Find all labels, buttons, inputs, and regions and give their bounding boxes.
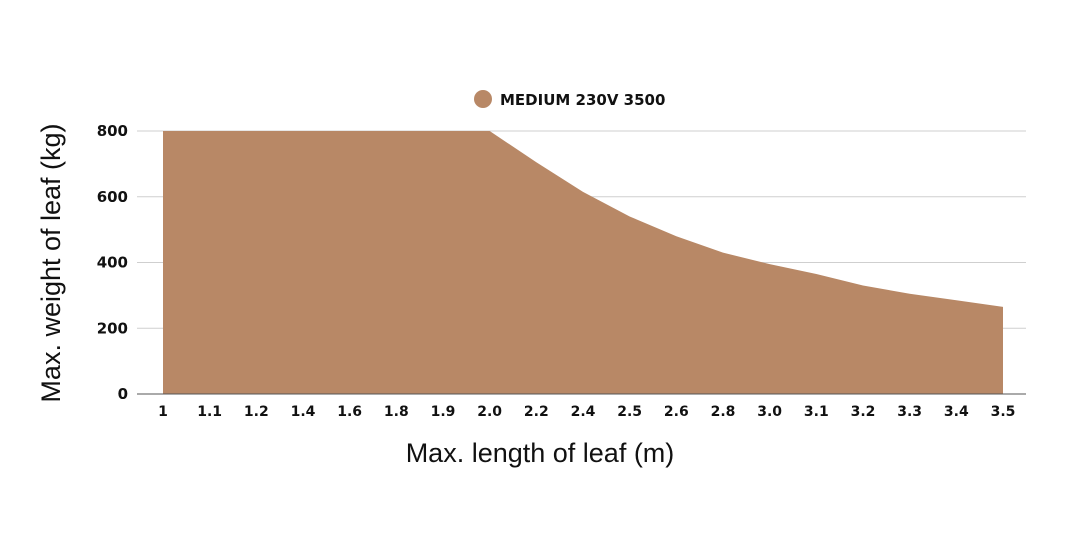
x-tick-label: 2.5 [617,404,642,420]
x-tick-label: 2.6 [664,404,689,420]
y-tick-label: 800 [97,122,128,140]
x-tick-label: 3.4 [944,404,969,420]
x-tick-label: 2.0 [477,404,502,420]
legend-label: MEDIUM 230V 3500 [500,91,665,109]
y-tick-label: 200 [97,319,128,337]
y-tick-label: 0 [118,385,128,403]
x-tick-label: 1.9 [431,404,456,420]
y-axis-title: Max. weight of leaf (kg) [36,123,66,402]
legend-swatch [474,90,492,108]
x-axis-title: Max. length of leaf (m) [406,438,675,468]
x-tick-label: 1 [158,404,168,420]
x-tick-label: 2.4 [571,404,596,420]
x-tick-label: 3.1 [804,404,829,420]
x-tick-label: 3.3 [897,404,922,420]
y-tick-label: 400 [97,254,128,272]
x-tick-label: 1.2 [244,404,269,420]
x-tick-label: 3.2 [851,404,876,420]
x-tick-label: 1.4 [291,404,316,420]
x-tick-label: 2.8 [711,404,736,420]
x-tick-label: 3.0 [757,404,782,420]
x-tick-label: 2.2 [524,404,549,420]
y-tick-label: 600 [97,188,128,206]
x-tick-label: 3.5 [991,404,1016,420]
legend: MEDIUM 230V 3500 [474,90,665,109]
x-tick-label: 1.6 [337,404,362,420]
series-area-medium-230v-3500 [163,131,1003,394]
y-axis-ticks: 0 200 400 600 800 [97,122,128,403]
x-axis-ticks: 1 1.1 1.2 1.4 1.6 1.8 1.9 2.0 2.2 2.4 2.5 2.6 2.8 3.0… [158,404,1015,420]
x-tick-label: 1.8 [384,404,409,420]
x-tick-label: 1.1 [197,404,222,420]
